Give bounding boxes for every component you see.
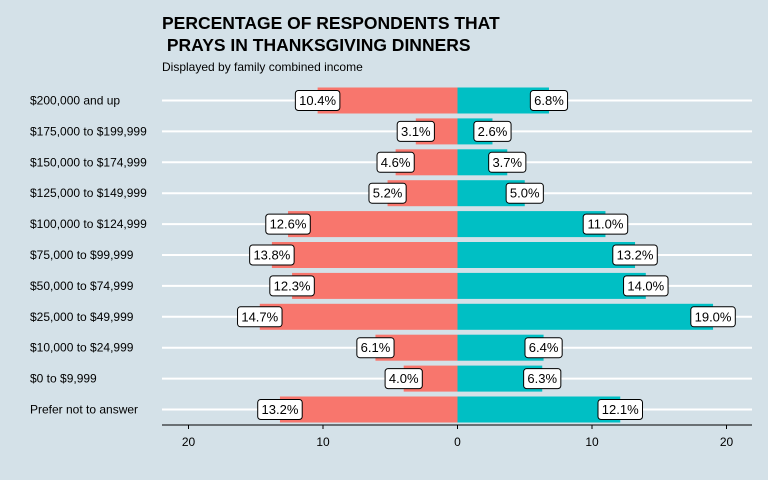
bar-right [457, 211, 606, 238]
bar-right [457, 242, 636, 268]
data-label: 3.7% [488, 151, 527, 173]
svg-text:14.7%: 14.7% [241, 309, 278, 324]
svg-text:6.8%: 6.8% [534, 93, 564, 108]
svg-text:10.4%: 10.4% [299, 93, 336, 108]
svg-text:6.1%: 6.1% [361, 340, 391, 355]
data-label: 4.0% [384, 368, 423, 390]
bar-left [292, 272, 458, 299]
data-label: 6.1% [356, 337, 395, 359]
data-label: 12.1% [597, 399, 643, 420]
x-tick-label: 10 [585, 435, 599, 449]
data-label: 5.0% [505, 182, 544, 204]
data-label: 11.0% [582, 213, 629, 235]
data-label: 13.2% [612, 244, 658, 266]
data-label: 12.3% [269, 275, 315, 297]
category-label: $175,000 to $199,999 [30, 124, 147, 138]
category-label: $150,000 to $174,999 [30, 155, 147, 169]
category-label: Prefer not to answer [30, 403, 138, 417]
data-label: 6.8% [529, 90, 569, 111]
bar-left [317, 87, 458, 114]
data-label: 2.6% [473, 120, 512, 142]
svg-text:5.0%: 5.0% [510, 186, 540, 201]
data-label: 6.4% [524, 337, 563, 359]
svg-text:13.2%: 13.2% [617, 248, 654, 263]
category-label: $200,000 and up [30, 94, 120, 108]
x-tick-label: 20 [182, 435, 196, 449]
svg-text:13.8%: 13.8% [253, 248, 290, 263]
svg-text:11.0%: 11.0% [587, 217, 623, 232]
x-tick-label: 0 [454, 435, 461, 449]
svg-text:6.3%: 6.3% [527, 371, 557, 386]
bar-left [288, 211, 458, 238]
svg-text:12.1%: 12.1% [602, 402, 639, 417]
bar-left [259, 303, 458, 330]
category-label: $100,000 to $124,999 [30, 217, 147, 231]
data-labels: 10.4% 6.8% 3.1% 2.6% 4.6% 3.7% 5.2% 5.0% 12.6% 11… [237, 90, 736, 420]
x-axis: 20 10 0 10 20 [162, 424, 752, 449]
x-tick-label: 10 [316, 435, 330, 449]
bar-left [271, 242, 458, 268]
svg-text:3.7%: 3.7% [492, 155, 522, 170]
category-labels: $200,000 and up $175,000 to $199,999 $150,… [30, 94, 147, 417]
chart-title: PERCENTAGE OF RESPONDENTS THAT PRAYS IN … [162, 13, 500, 55]
category-label: $25,000 to $49,999 [30, 310, 134, 324]
bar-right [457, 396, 621, 423]
svg-text:2.6%: 2.6% [478, 124, 508, 139]
svg-text:5.2%: 5.2% [373, 186, 403, 201]
data-label: 19.0% [690, 306, 736, 328]
svg-text:12.6%: 12.6% [270, 217, 307, 232]
data-label: 4.6% [376, 151, 415, 173]
svg-text:19.0%: 19.0% [695, 309, 732, 324]
bar-left [279, 396, 458, 423]
chart-subtitle: Displayed by family combined income [162, 60, 363, 74]
data-label: 14.7% [237, 306, 283, 328]
bar-right [457, 303, 714, 330]
category-label: $10,000 to $24,999 [30, 341, 134, 355]
data-label: 13.2% [257, 399, 303, 420]
data-label: 5.2% [368, 182, 407, 204]
bar-right [457, 272, 646, 299]
data-label: 13.8% [249, 244, 295, 266]
svg-text:4.6%: 4.6% [381, 155, 411, 170]
x-tick-label: 20 [720, 435, 734, 449]
category-label: $50,000 to $74,999 [30, 279, 134, 293]
svg-text:4.0%: 4.0% [389, 371, 419, 386]
category-label: $75,000 to $99,999 [30, 248, 134, 262]
data-label: 10.4% [294, 90, 341, 111]
svg-text:12.3%: 12.3% [274, 278, 311, 293]
data-label: 3.1% [396, 120, 435, 142]
data-label: 6.3% [523, 368, 562, 390]
data-label: 12.6% [265, 213, 311, 235]
svg-text:14.0%: 14.0% [627, 278, 664, 293]
data-label: 14.0% [623, 275, 669, 297]
category-label: $0 to $9,999 [30, 372, 97, 386]
svg-text:6.4%: 6.4% [529, 340, 559, 355]
category-label: $125,000 to $149,999 [30, 186, 147, 200]
svg-text:3.1%: 3.1% [401, 124, 431, 139]
svg-text:13.2%: 13.2% [262, 402, 299, 417]
